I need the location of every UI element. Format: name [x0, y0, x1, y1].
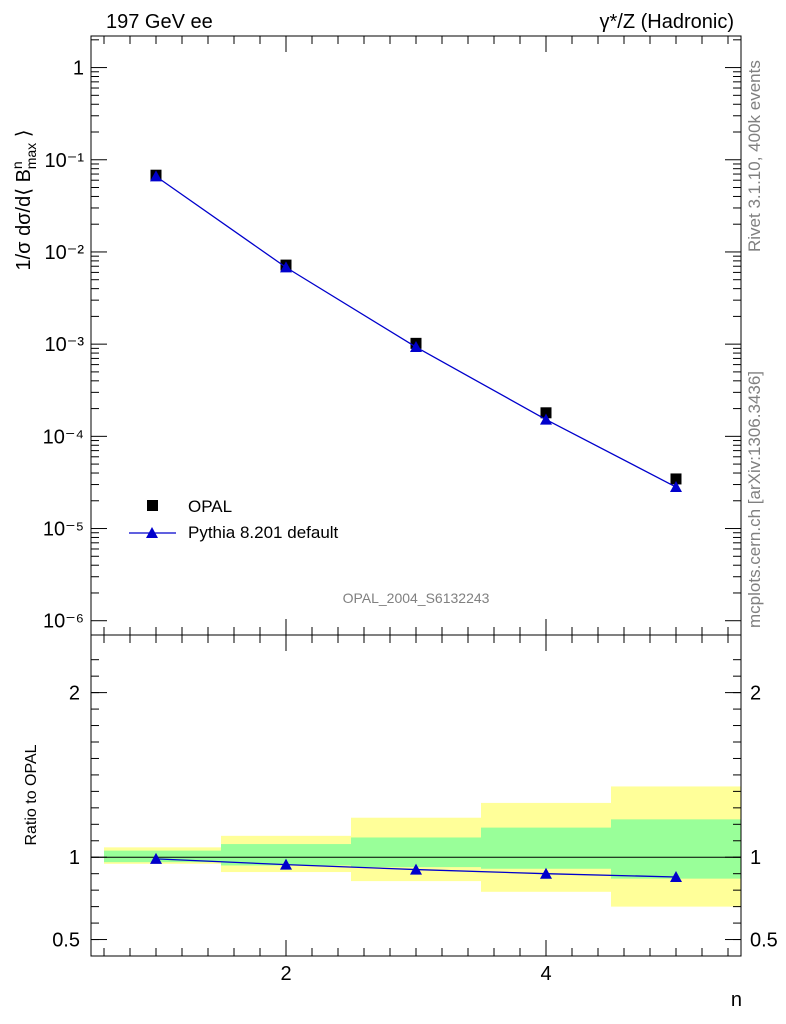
main-ytick-label: 10⁻⁵ [43, 519, 84, 541]
legend-label-pythia: Pythia 8.201 default [188, 523, 339, 542]
ratio-point [410, 863, 422, 875]
pythia-point [150, 170, 162, 182]
ratio-panel: 0.5 0.5 1 1 2 2 2 4 Ratio to OPAL n [23, 634, 778, 1011]
ratio-point [540, 867, 552, 879]
main-ytick-label: 10⁻⁴ [43, 426, 84, 448]
header-left-title: 197 GeV ee [106, 11, 213, 33]
ratio-band-green [481, 827, 611, 869]
pythia-point [540, 413, 552, 425]
mcplots-text: mcplots.cern.ch [arXiv:1306.3436] [745, 371, 764, 628]
ratio-ytick-label: 1 [69, 847, 80, 869]
x-axis-label: n [731, 989, 742, 1011]
ratio-frame [90, 634, 742, 957]
main-ytick-label: 10⁻¹ [45, 150, 85, 172]
xtick-label: 4 [540, 963, 551, 985]
ratio-band-green [351, 837, 481, 868]
legend-marker-pythia [146, 527, 158, 538]
ratio-ytick-label: 2 [69, 683, 80, 705]
ratio-point [670, 870, 682, 882]
main-y-axis-label: 1/σ dσ/d⟨ Bnmax ⟩ [9, 129, 39, 270]
legend-marker-opal [147, 500, 158, 511]
opal-point [670, 473, 682, 485]
main-panel: 1 10⁻¹ 10⁻² 10⁻³ 10⁻⁴ 10⁻⁵ 10⁻⁶ OPAL_2004_S613… [9, 35, 742, 636]
pythia-point [670, 481, 682, 493]
pythia-point [280, 261, 292, 273]
rivet-version-text: Rivet 3.1.10, 400k events [745, 60, 764, 252]
opal-point [540, 407, 552, 419]
ratio-bands [104, 786, 741, 907]
ratio-series [150, 852, 682, 882]
main-ticks: 1 10⁻¹ 10⁻² 10⁻³ 10⁻⁴ 10⁻⁵ 10⁻⁶ [43, 36, 741, 635]
main-ytick-label: 10⁻² [45, 242, 85, 264]
ratio-ticks: 0.5 0.5 1 1 2 2 2 4 [52, 635, 778, 985]
legend-label-opal: OPAL [188, 497, 232, 516]
watermark: OPAL_2004_S6132243 [343, 590, 490, 606]
main-frame [90, 35, 742, 636]
main-series [150, 169, 682, 493]
pythia-point [410, 341, 422, 353]
ratio-ytick-label-right: 0.5 [750, 930, 778, 952]
ratio-band-green [611, 819, 741, 879]
ratio-ytick-label-right: 1 [750, 847, 761, 869]
ratio-point [280, 858, 292, 870]
ratio-point [150, 852, 162, 864]
main-ytick-label: 1 [73, 58, 84, 80]
ratio-band-green [221, 844, 351, 866]
main-ytick-label: 10⁻⁶ [43, 611, 84, 633]
ratio-y-axis-label: Ratio to OPAL [23, 744, 40, 845]
xtick-label: 2 [280, 963, 291, 985]
legend: OPAL Pythia 8.201 default [129, 497, 339, 542]
ratio-ytick-label-right: 2 [750, 683, 761, 705]
ratio-band-green [104, 850, 221, 863]
pythia-line [155, 175, 677, 488]
header-right-title: γ*/Z (Hadronic) [600, 11, 734, 33]
ratio-ytick-label: 0.5 [52, 930, 80, 952]
main-ytick-label: 10⁻³ [45, 334, 85, 356]
